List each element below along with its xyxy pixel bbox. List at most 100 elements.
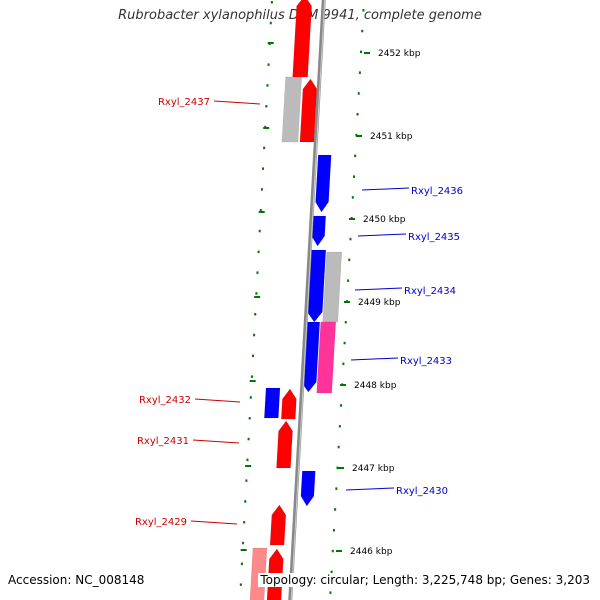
tick-dot <box>265 105 268 108</box>
backbone-line <box>288 0 326 600</box>
gene-arrow <box>264 387 281 419</box>
major-tick <box>249 380 256 382</box>
tick-dot <box>356 113 359 116</box>
scale-label: 2449 kbp <box>358 298 401 308</box>
gene-arrow <box>316 321 337 394</box>
tick-dot <box>331 549 334 553</box>
tick-dot <box>248 417 251 420</box>
tick-dot <box>253 333 256 337</box>
tick-dot <box>362 9 365 12</box>
scale-tick <box>340 384 346 386</box>
tick-dot <box>344 321 347 324</box>
tick-dot <box>267 63 270 66</box>
tick-dot <box>239 583 242 586</box>
gene-arrow <box>311 215 327 247</box>
tick-dot <box>263 146 266 150</box>
tick-dot <box>246 458 249 462</box>
scale-tick <box>336 550 342 552</box>
gene-arrow <box>299 78 318 143</box>
gene-arrow <box>315 154 332 213</box>
tick-dot <box>255 292 258 295</box>
tick-dot <box>337 445 340 449</box>
gene-label[interactable]: Rxyl_2434 <box>404 286 456 297</box>
gene-label-connector <box>350 357 399 361</box>
gene-label[interactable]: Rxyl_2437 <box>158 97 210 108</box>
tick-dot <box>245 479 248 482</box>
tick-dot <box>361 29 364 33</box>
gene-label-connector <box>192 439 240 444</box>
scale-label: 2446 kbp <box>350 547 393 557</box>
tick-dot <box>329 591 332 594</box>
gene-label-connector <box>194 398 241 403</box>
tick-dot <box>254 313 257 316</box>
tick-dot <box>358 71 361 74</box>
tick-dot <box>270 1 273 4</box>
gene-label-connector <box>190 520 238 525</box>
major-tick <box>267 42 274 44</box>
gene-label-connector <box>361 187 410 191</box>
tick-dot <box>354 154 357 158</box>
gene-label-connector <box>354 287 403 291</box>
scale-label: 2452 kbp <box>378 49 421 59</box>
scale-labels: 2452 kbp 2451 kbp 2450 kbp 2449 kbp 2448 kbp… <box>336 49 421 557</box>
tick-dot <box>266 84 269 87</box>
gene-label[interactable]: Rxyl_2436 <box>411 186 463 197</box>
gene-arrow <box>269 504 287 546</box>
tick-dot <box>243 521 246 524</box>
tick-dot <box>340 404 343 407</box>
tick-dot <box>334 508 337 511</box>
scale-label: 2450 kbp <box>363 215 406 225</box>
gene-label-connector <box>357 233 407 237</box>
tick-dot <box>242 541 245 545</box>
gene-labels: Rxyl_2437 Rxyl_2436 Rxyl_2435 Rxyl_2434 Rxyl… <box>135 97 463 528</box>
gene-arrow <box>276 420 293 469</box>
scale-label: 2448 kbp <box>354 381 397 391</box>
gene-label[interactable]: Rxyl_2429 <box>135 517 187 528</box>
tick-dot <box>348 258 351 262</box>
scale-label: 2447 kbp <box>352 464 395 474</box>
tick-dot <box>269 21 272 25</box>
major-tick <box>245 465 252 467</box>
gene-label[interactable]: Rxyl_2433 <box>400 356 452 367</box>
tick-dot <box>332 529 335 532</box>
backbone <box>288 0 326 600</box>
gene-label[interactable]: Rxyl_2432 <box>139 395 191 406</box>
tick-dot <box>353 175 356 178</box>
major-tick <box>258 211 265 213</box>
tick-dot <box>360 50 363 54</box>
tick-dot <box>347 279 350 282</box>
tick-dot <box>249 396 252 399</box>
scale-tick <box>344 301 350 303</box>
gene-label[interactable]: Rxyl_2435 <box>408 232 460 243</box>
tick-dot <box>336 466 339 470</box>
tick-dot <box>330 570 333 574</box>
scale-tick <box>364 52 370 54</box>
tick-dot <box>343 341 346 345</box>
tick-dot <box>258 229 261 233</box>
gene-label[interactable]: Rxyl_2431 <box>137 436 189 447</box>
major-tick <box>254 296 261 298</box>
tick-dot <box>256 271 259 274</box>
gene-label[interactable]: Rxyl_2430 <box>396 486 448 497</box>
tick-dot <box>342 362 345 366</box>
tick-dot <box>260 188 263 191</box>
tick-dot <box>250 375 253 378</box>
tick-dot <box>351 196 354 199</box>
backbone-highlight <box>290 0 326 600</box>
tick-dot <box>259 209 262 212</box>
tick-dot <box>247 437 250 441</box>
tick-dot <box>240 562 243 566</box>
tick-dot <box>262 167 265 170</box>
major-tick <box>240 549 247 551</box>
gene-label-connector <box>345 487 395 491</box>
gene-arrow <box>300 470 316 507</box>
tick-marks <box>239 1 365 594</box>
tick-dot <box>244 500 247 503</box>
gene-arrow <box>292 0 312 78</box>
tick-dot <box>349 237 352 241</box>
accession-label: Accession: NC_008148 <box>8 573 145 587</box>
gene-arrow <box>281 76 302 143</box>
scale-tick <box>349 218 355 220</box>
gene-features <box>249 0 342 600</box>
